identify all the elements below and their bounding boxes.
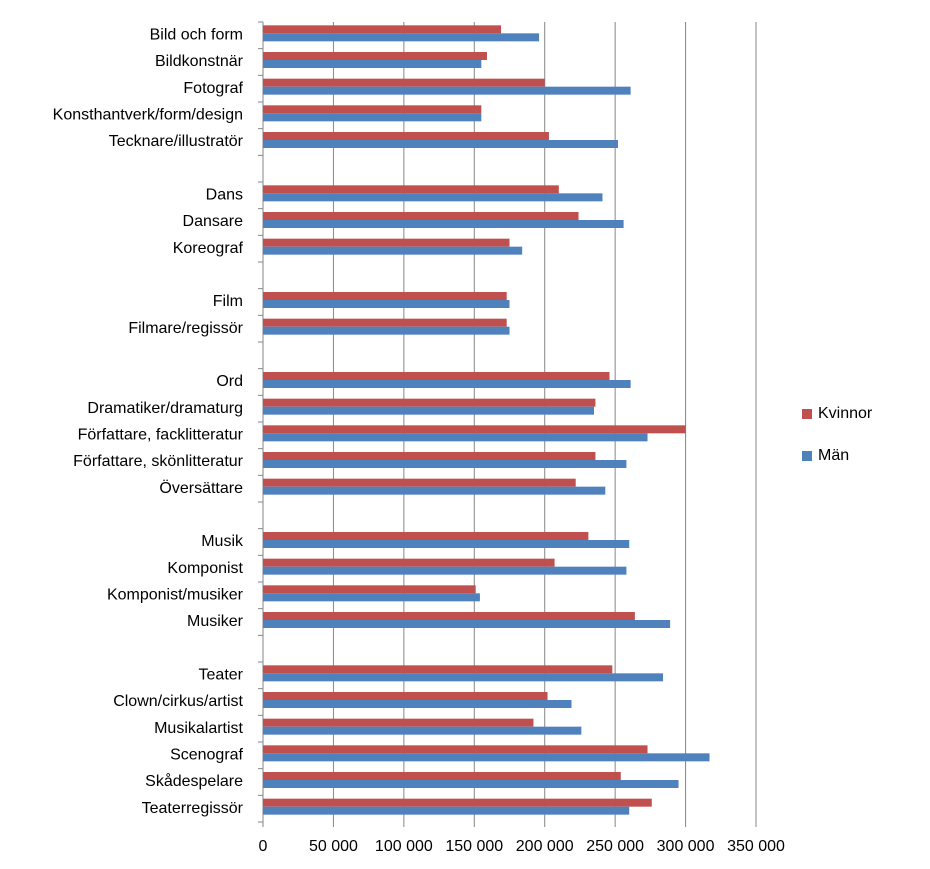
y-tick-label: Författare, facklitteratur <box>78 427 244 444</box>
y-tick-label: Teaterregissör <box>142 800 244 817</box>
bar <box>263 558 555 567</box>
bar <box>263 398 596 407</box>
bar <box>263 113 482 122</box>
bar <box>263 478 576 487</box>
y-tick-label: Fotograf <box>183 80 243 97</box>
bar <box>263 292 507 300</box>
y-tick-label: Översättare <box>159 479 243 497</box>
y-tick-label: Bild och form <box>150 27 243 44</box>
x-tick-label: 150 000 <box>445 838 503 855</box>
y-tick-label: Koreograf <box>173 240 244 257</box>
bar <box>263 425 686 434</box>
y-tick-label: Skådespelare <box>145 772 243 790</box>
bar <box>263 673 664 682</box>
x-tick-label: 100 000 <box>375 838 433 855</box>
bar <box>263 25 502 34</box>
bar <box>263 372 610 380</box>
y-tick-label: Komponist <box>167 560 243 577</box>
bar <box>263 540 630 548</box>
bar <box>263 452 596 460</box>
bar <box>263 806 630 815</box>
bar <box>263 585 476 594</box>
bar <box>263 220 624 228</box>
y-tick-label: Scenograf <box>170 747 243 764</box>
x-tick-label: 50 000 <box>309 838 358 855</box>
bar <box>263 433 648 442</box>
bar <box>263 593 480 602</box>
bar <box>263 726 582 735</box>
bar <box>263 620 671 628</box>
bar <box>263 780 679 788</box>
y-tick-label: Dramatiker/dramaturg <box>87 400 243 417</box>
x-tick-label: 350 000 <box>727 838 785 855</box>
y-tick-label: Musiker <box>187 613 244 630</box>
bar <box>263 212 579 220</box>
y-tick-label: Filmare/regissör <box>128 320 243 337</box>
bar <box>263 105 482 114</box>
y-tick-label: Författare, skönlitteratur <box>73 453 244 470</box>
bar <box>263 52 487 60</box>
x-tick-label: 0 <box>259 838 268 855</box>
bar <box>263 700 572 708</box>
bar <box>263 193 603 202</box>
bar <box>263 318 507 327</box>
legend-swatch <box>802 451 812 461</box>
bar <box>263 300 510 308</box>
legend-label: Kvinnor <box>818 405 873 422</box>
legend-label: Män <box>818 447 849 464</box>
bar <box>263 692 548 700</box>
bar <box>263 532 589 540</box>
y-tick-label: Ord <box>216 373 243 390</box>
bar <box>263 798 652 807</box>
y-tick-label: Dansare <box>183 213 244 230</box>
bar <box>263 718 534 727</box>
bar <box>263 60 482 68</box>
bar <box>263 486 606 495</box>
x-tick-label: 300 000 <box>657 838 715 855</box>
bar <box>263 140 618 148</box>
y-tick-label: Komponist/musiker <box>107 587 244 604</box>
bar <box>263 612 635 620</box>
bar <box>263 380 631 388</box>
y-tick-label: Musikalartist <box>154 720 243 737</box>
bar <box>263 460 627 468</box>
y-tick-label: Konsthantverk/form/design <box>53 107 243 124</box>
bar <box>263 132 549 140</box>
bar <box>263 78 545 87</box>
y-tick-label: Film <box>213 293 243 310</box>
y-tick-label: Teater <box>199 667 244 684</box>
legend-swatch <box>802 409 812 419</box>
y-tick-label: Musik <box>201 533 244 550</box>
bar <box>263 566 627 575</box>
x-tick-label: 200 000 <box>516 838 574 855</box>
y-tick-label: Bildkonstnär <box>155 53 244 70</box>
bar <box>263 326 510 335</box>
y-tick-label: Clown/cirkus/artist <box>113 693 243 710</box>
bar <box>263 665 613 674</box>
y-tick-label: Tecknare/illustratör <box>109 133 244 150</box>
bar <box>263 246 523 255</box>
bar <box>263 185 559 194</box>
y-tick-label: Dans <box>206 187 243 204</box>
x-tick-label: 250 000 <box>586 838 644 855</box>
bar <box>263 33 540 42</box>
bar <box>263 86 631 95</box>
bar <box>263 753 710 762</box>
bar <box>263 238 510 247</box>
bar <box>263 745 648 754</box>
bar <box>263 406 595 415</box>
bar <box>263 772 621 780</box>
